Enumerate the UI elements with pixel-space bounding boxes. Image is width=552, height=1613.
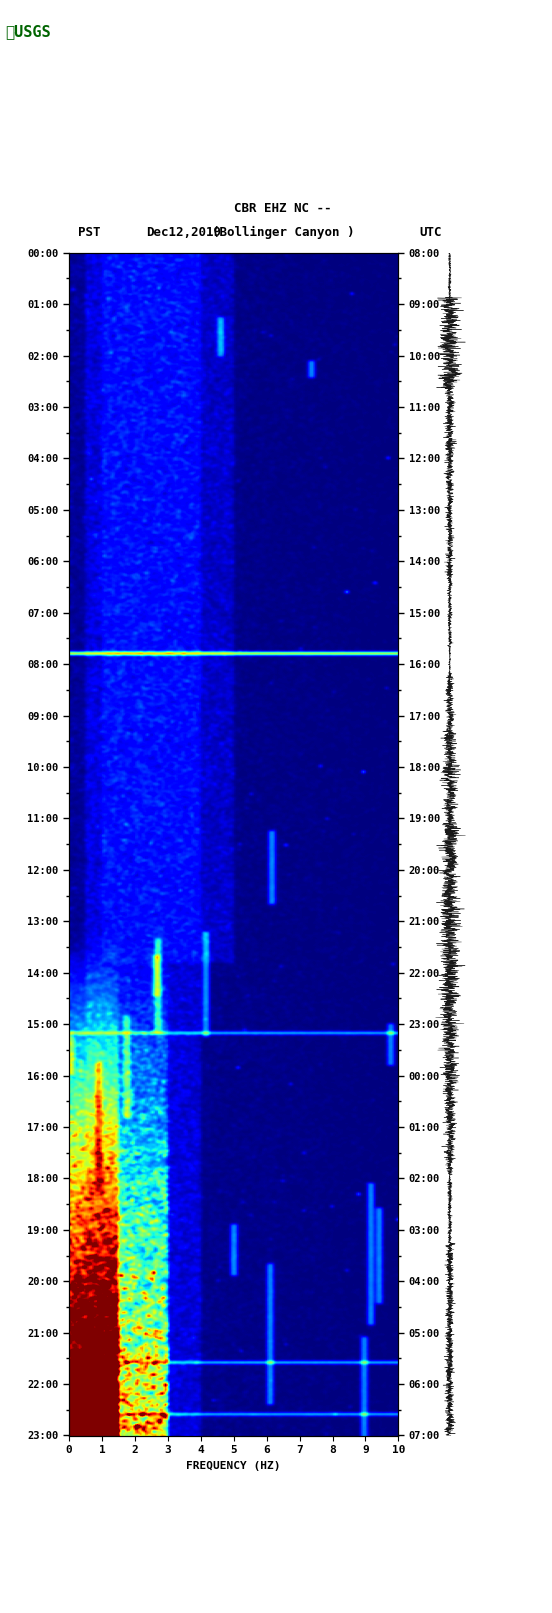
X-axis label: FREQUENCY (HZ): FREQUENCY (HZ): [187, 1461, 281, 1471]
Text: ⊿USGS: ⊿USGS: [6, 24, 51, 39]
Text: (Bollinger Canyon ): (Bollinger Canyon ): [211, 226, 354, 239]
Text: PST: PST: [77, 226, 100, 239]
Text: UTC: UTC: [420, 226, 442, 239]
Text: Dec12,2019: Dec12,2019: [146, 226, 221, 239]
Text: CBR EHZ NC --: CBR EHZ NC --: [234, 202, 332, 216]
